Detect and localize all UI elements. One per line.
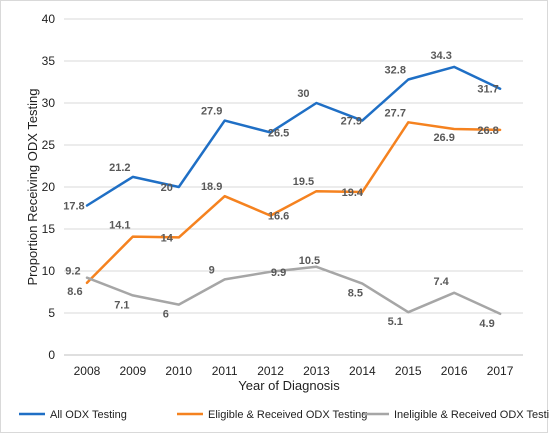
y-tick-label: 5 <box>48 306 55 320</box>
y-tick-label: 20 <box>42 180 56 194</box>
x-tick-label: 2014 <box>349 364 376 378</box>
gridlines <box>64 18 523 356</box>
legend-entry: Ineligible & Received ODX Testing <box>394 409 549 421</box>
data-label: 9.2 <box>65 266 80 278</box>
data-label: 14.1 <box>109 220 130 232</box>
data-label: 14 <box>161 232 174 244</box>
data-label: 9 <box>209 264 215 276</box>
legend: All ODX Testing Eligible & Received ODX T… <box>19 409 550 421</box>
y-tick-label: 10 <box>42 264 56 278</box>
y-tick-label: 25 <box>42 138 56 152</box>
x-tick-label: 2017 <box>487 364 514 378</box>
x-tick-label: 2013 <box>303 364 330 378</box>
x-tick-label: 2010 <box>165 364 192 378</box>
data-label: 30 <box>297 88 309 100</box>
data-label: 8.5 <box>348 288 363 300</box>
series-line-2 <box>85 121 502 285</box>
data-label: 31.7 <box>477 84 498 96</box>
data-label: 18.9 <box>201 181 222 193</box>
y-tick-label: 0 <box>48 348 55 362</box>
data-label: 7.4 <box>434 276 450 288</box>
data-label: 26.5 <box>268 127 289 139</box>
data-label: 32.8 <box>385 64 406 76</box>
data-label: 16.6 <box>268 211 289 223</box>
x-axis-title: Year of Diagnosis <box>238 378 340 393</box>
data-label: 27.9 <box>201 106 222 118</box>
data-label: 7.1 <box>114 299 129 311</box>
x-tick-label: 2016 <box>441 364 468 378</box>
y-tick-label: 35 <box>42 54 56 68</box>
data-label: 19.4 <box>342 187 364 199</box>
y-axis-title: Proportion Receiving ODX Testing <box>25 88 40 285</box>
data-label: 26.8 <box>477 125 498 137</box>
x-tick-label: 2011 <box>212 364 238 378</box>
data-label: 5.1 <box>388 316 403 328</box>
data-label: 21.2 <box>109 162 130 174</box>
data-label: 27.7 <box>385 107 406 119</box>
data-label: 4.9 <box>479 318 494 330</box>
legend-entry: Eligible & Received ODX Testing <box>208 409 367 421</box>
x-tick-label: 2015 <box>395 364 422 378</box>
series-line-1 <box>85 65 502 207</box>
data-label: 9.9 <box>271 267 286 279</box>
x-tick-label: 2009 <box>119 364 146 378</box>
data-label: 6 <box>163 309 169 321</box>
data-label: 8.6 <box>67 286 82 298</box>
data-label: 10.5 <box>299 255 320 267</box>
legend-entry: All ODX Testing <box>50 409 127 421</box>
x-tick-label: 2008 <box>74 364 101 378</box>
data-label: 17.8 <box>63 200 84 212</box>
y-tick-label: 40 <box>42 12 56 26</box>
data-label: 27.9 <box>341 116 362 128</box>
y-tick-label: 30 <box>42 96 56 110</box>
series-line-3 <box>85 265 502 316</box>
data-labels: 17.8 21.2 20 27.9 26.5 30 27.9 32.8 34.3 31.7 8.6 1… <box>63 50 499 330</box>
axes: 0 5 10 15 20 25 30 35 40 2008 2009 2010 2011 2012 2013… <box>42 12 514 378</box>
data-label: 34.3 <box>430 50 451 62</box>
data-label: 19.5 <box>293 176 314 188</box>
series-lines <box>85 65 502 316</box>
x-tick-label: 2012 <box>257 364 284 378</box>
y-tick-label: 15 <box>42 222 56 236</box>
data-label: 26.9 <box>433 132 454 144</box>
data-label: 20 <box>161 182 173 194</box>
